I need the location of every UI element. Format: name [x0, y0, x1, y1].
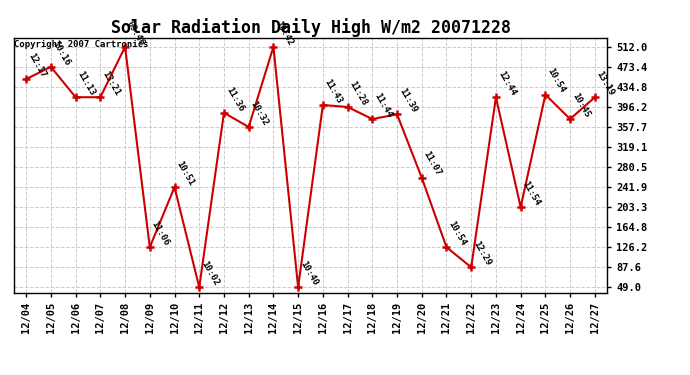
Text: 09:46: 09:46: [125, 19, 146, 47]
Text: 10:32: 10:32: [248, 99, 270, 127]
Text: 10:54: 10:54: [446, 219, 468, 247]
Text: 12:17: 12:17: [26, 51, 48, 79]
Text: 11:39: 11:39: [397, 87, 418, 114]
Text: 12:44: 12:44: [496, 69, 518, 97]
Text: 11:06: 11:06: [150, 219, 171, 247]
Text: 10:45: 10:45: [570, 91, 591, 119]
Text: 13:19: 13:19: [595, 69, 616, 97]
Text: 11:44: 11:44: [373, 91, 393, 119]
Text: 10:40: 10:40: [298, 260, 319, 287]
Title: Solar Radiation Daily High W/m2 20071228: Solar Radiation Daily High W/m2 20071228: [110, 18, 511, 38]
Text: 10:51: 10:51: [175, 159, 196, 187]
Text: 11:36: 11:36: [224, 85, 245, 113]
Text: 10:42: 10:42: [273, 19, 295, 47]
Text: 10:16: 10:16: [51, 39, 72, 67]
Text: Copyright 2007 Cartronics: Copyright 2007 Cartronics: [14, 40, 149, 49]
Text: 13:21: 13:21: [100, 69, 121, 97]
Text: 11:07: 11:07: [422, 150, 443, 178]
Text: 10:54: 10:54: [545, 67, 566, 94]
Text: 12:29: 12:29: [471, 240, 493, 267]
Text: 11:43: 11:43: [323, 77, 344, 105]
Text: 11:28: 11:28: [348, 79, 369, 107]
Text: 10:02: 10:02: [199, 260, 221, 287]
Text: 11:54: 11:54: [521, 179, 542, 207]
Text: 11:13: 11:13: [76, 69, 97, 97]
